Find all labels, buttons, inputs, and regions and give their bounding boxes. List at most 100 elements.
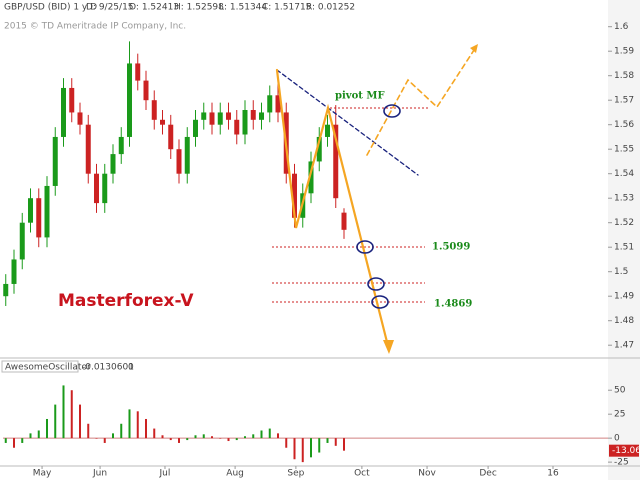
candle-body (267, 95, 273, 113)
candle-body (176, 149, 182, 174)
open: O: 1.52413 (129, 3, 179, 13)
oscillator-bar (285, 438, 288, 448)
oscillator-bar (293, 438, 296, 460)
oscillator-bar (343, 438, 345, 451)
candle-body (52, 136, 58, 186)
y-tick-label: 50 (614, 386, 626, 396)
y-tick-label: 1.56 (614, 120, 634, 130)
header: GBP/USD (BID) 1 y D D: 9/25/15 O: 1.5241… (4, 3, 355, 13)
oscillator-bar (54, 404, 57, 439)
oscillator-bar (70, 390, 73, 439)
candle-body (201, 112, 207, 120)
oscillator-bar (211, 436, 213, 439)
x-tick-label: Sep (287, 469, 304, 479)
candle-body (217, 112, 223, 125)
oscillator-bar (161, 435, 164, 439)
x-tick-label: Dec (479, 469, 496, 479)
y-tick-label: 1.58 (614, 71, 634, 81)
candle-body (28, 198, 33, 223)
candle-body (36, 198, 42, 238)
oscillator-bar (252, 434, 255, 439)
candle-body (143, 80, 149, 101)
trend-line (276, 69, 419, 176)
candle-body (102, 173, 108, 204)
oscillator-bar (219, 438, 222, 439)
y-tick-label: 1.55 (614, 145, 634, 155)
candle-body (193, 119, 198, 137)
oscillator-bar (21, 438, 24, 443)
candle-body (118, 136, 124, 155)
oscillator-bar (62, 385, 65, 439)
candle-body (19, 222, 25, 260)
oscillator-bar (103, 438, 106, 443)
oscillator-bar (235, 438, 238, 441)
copyright: 2015 © TD Ameritrade IP Company, Inc. (4, 22, 186, 32)
y-tick-label: 1.49 (614, 292, 634, 302)
oscillator-bar (326, 438, 329, 443)
candle-body (168, 124, 174, 150)
annotation-label: pivot MF (335, 91, 385, 102)
oscillator-bar (268, 428, 271, 439)
oscillator-bar (87, 423, 90, 439)
candle-body (160, 119, 165, 125)
y-tick-label: 1.5 (614, 267, 628, 277)
y-tick-label: 1.57 (614, 96, 634, 106)
low: L: 1.51344 (219, 3, 267, 13)
candle-body (151, 100, 157, 120)
y-tick-label: 1.59 (614, 47, 634, 57)
oscillator-bar (227, 438, 230, 442)
oscillator-bar (46, 418, 48, 439)
candle-body (275, 95, 281, 113)
x-tick-label: Aug (226, 469, 244, 479)
wave-path (275, 68, 391, 352)
x-tick-label: Nov (418, 469, 436, 479)
oscillator-bar (310, 438, 312, 458)
high: H: 1.52598 (174, 3, 224, 13)
oscillator-bar (194, 435, 197, 439)
symbol: GBP/USD (BID) 1 y D (4, 3, 97, 13)
candle-body (184, 136, 190, 174)
candle-body (341, 212, 347, 230)
marker-circle (367, 277, 385, 291)
marker-circle (383, 104, 401, 118)
x-tick-label: 16 (547, 469, 559, 479)
arrow-head (383, 340, 394, 354)
candle-body (226, 112, 231, 120)
candle-body (250, 110, 256, 120)
oscillator-bar (260, 430, 263, 439)
candle-body (11, 259, 17, 284)
oscillator-bar (145, 418, 147, 439)
candle-body (85, 124, 91, 174)
oscillator-bar (301, 438, 304, 463)
candle-body (44, 185, 50, 238)
y-tick-label: 1.51 (614, 243, 634, 253)
marker-circle (356, 240, 374, 254)
range: R: 0.01252 (306, 3, 355, 13)
y-tick-label: 0 (614, 434, 620, 444)
indicator-zero: 0 (128, 363, 134, 373)
oscillator-bar (95, 438, 98, 439)
candle-body (308, 161, 314, 194)
oscillator-bar (136, 411, 139, 439)
oscillator-bar (186, 438, 189, 441)
candle-body (209, 112, 215, 125)
oscillator-bar (29, 433, 32, 439)
oscillator-bar (13, 438, 15, 448)
indicator-box (1, 360, 79, 373)
indicator-name: AwesomeOscillator (5, 363, 91, 373)
oscillator-bar (169, 438, 172, 441)
oscillator-bar (4, 438, 7, 443)
close: C: 1.51715 (262, 3, 311, 13)
y-tick-label: 1.48 (614, 316, 634, 326)
price-axis-panel (608, 0, 640, 480)
y-tick-label: 1.6 (614, 22, 629, 32)
oscillator-bar (37, 430, 40, 439)
candle-body (3, 283, 9, 297)
indicator-reading: -0.0130601 (82, 363, 134, 373)
y-tick-label: 1.54 (614, 169, 634, 179)
candle-body (127, 63, 132, 137)
oscillator-bar (79, 404, 81, 439)
candle-body (94, 173, 99, 204)
candle-body (242, 110, 248, 135)
